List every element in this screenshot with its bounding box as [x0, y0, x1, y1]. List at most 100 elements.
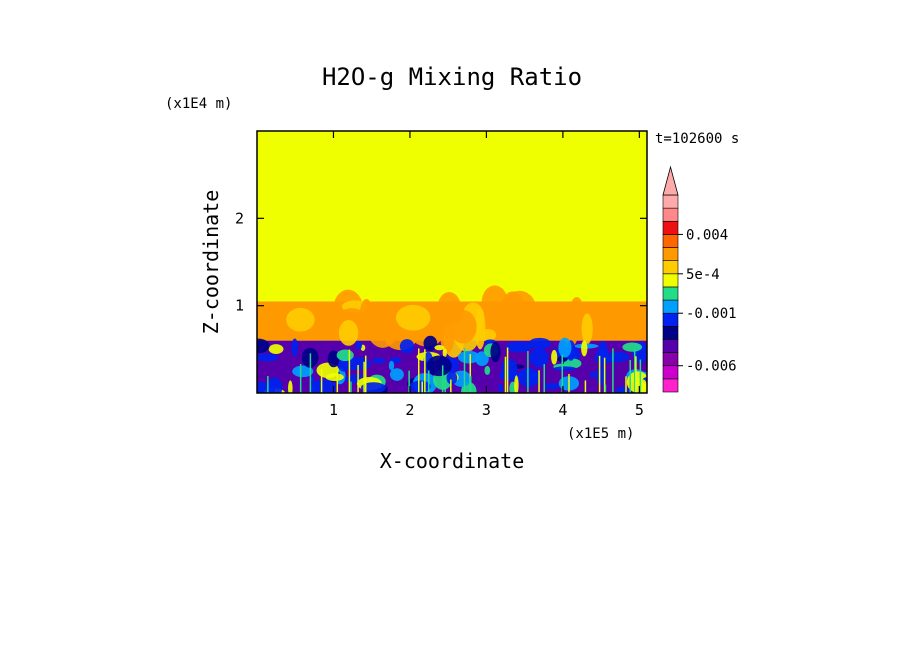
colorbar-tick-label: -0.001: [686, 306, 737, 322]
texture-streak: [417, 348, 420, 393]
colorbar-tick-label: 5e-4: [686, 267, 720, 283]
texture-blob: [291, 338, 299, 357]
texture-streak: [309, 353, 312, 393]
colorbar-segment: [662, 326, 679, 340]
texture-blob: [399, 339, 415, 354]
texture-blob: [558, 337, 572, 358]
plume-blob: [479, 329, 497, 342]
colorbar-segment: [662, 312, 679, 327]
texture-blob: [268, 344, 284, 354]
texture-streak: [633, 349, 636, 393]
texture-blob: [446, 371, 458, 385]
colorbar-segment: [662, 194, 679, 209]
colorbar-segment: [662, 352, 679, 367]
colorbar-segment: [662, 286, 679, 301]
texture-streak: [336, 371, 339, 393]
texture-streak: [598, 355, 601, 393]
texture-blob: [528, 337, 551, 350]
texture-streak: [568, 373, 570, 393]
texture-blob: [372, 357, 386, 364]
plume-blob: [581, 313, 593, 345]
texture-streak: [603, 357, 606, 393]
texture-blob: [498, 383, 504, 393]
texture-blob: [563, 358, 582, 369]
colorbar-segment: [662, 207, 679, 222]
colorbar-segment: [662, 299, 679, 314]
texture-blob: [257, 353, 279, 362]
texture-streak: [629, 359, 631, 393]
texture-streak: [635, 356, 637, 393]
colorbar: 0.004 5e-4 -0.001 -0.006: [662, 165, 737, 393]
plume-blob: [562, 309, 579, 347]
texture-blob: [311, 379, 337, 393]
contour-field: [257, 131, 647, 393]
texture-streak: [357, 364, 359, 393]
x-axis-label: X-coordinate: [380, 449, 525, 473]
colorbar-segment: [662, 220, 679, 235]
texture-streak: [538, 370, 540, 393]
texture-streak: [584, 380, 587, 393]
texture-blob: [423, 335, 438, 352]
texture-streak: [364, 355, 367, 393]
texture-streak: [299, 363, 302, 393]
plot-frame: [256, 130, 648, 394]
x-unit-label: (x1E5 m): [567, 426, 634, 442]
texture-streak: [639, 359, 642, 393]
texture-blob: [639, 379, 647, 393]
y-unit-label: (x1E4 m): [165, 96, 232, 112]
plume-blob: [512, 306, 541, 328]
texture-streak: [463, 348, 466, 393]
texture-blob: [514, 375, 519, 393]
texture-blob: [553, 366, 577, 371]
texture-streak: [506, 347, 509, 393]
colorbar-tick-label: 0.004: [686, 227, 728, 243]
field-layer-2: [257, 131, 647, 302]
texture-blob: [622, 342, 643, 352]
texture-blob: [589, 371, 597, 378]
time-label: t=102600 s: [655, 131, 739, 147]
texture-blob: [529, 372, 534, 380]
texture-streak: [363, 361, 365, 393]
texture-blob: [490, 341, 501, 363]
texture-streak: [408, 370, 410, 393]
colorbar-extend-arrow: [662, 165, 679, 196]
chart-title: H2O-g Mixing Ratio: [322, 63, 582, 91]
y-tick-label: 1: [235, 297, 244, 315]
texture-streak: [612, 348, 614, 393]
texture-streak: [561, 372, 564, 393]
plume-blob: [367, 310, 399, 348]
colorbar-segment: [662, 378, 679, 393]
texture-blob: [529, 348, 549, 368]
texture-streak: [424, 349, 426, 393]
x-tick-label: 3: [482, 401, 491, 419]
texture-streak: [267, 376, 269, 393]
texture-blob: [551, 349, 558, 365]
texture-blob: [336, 349, 354, 362]
texture-blob: [505, 341, 532, 353]
texture-blob: [434, 345, 445, 351]
texture-blob: [426, 355, 452, 377]
x-axis-ticks: 1 2 3 4 5: [329, 131, 644, 419]
texture-blob: [517, 368, 541, 387]
texture-blob: [409, 380, 431, 393]
colorbar-segment: [662, 273, 679, 288]
plume-blob: [481, 285, 508, 319]
texture-blob: [581, 340, 588, 357]
colorbar-segment: [662, 365, 679, 380]
texture-blob: [598, 341, 608, 362]
x-tick-label: 2: [405, 401, 414, 419]
y-axis-label: Z-coordinate: [199, 190, 223, 335]
texture-streak: [527, 351, 529, 393]
texture-streak: [543, 364, 546, 393]
y-tick-label: 2: [235, 209, 244, 227]
texture-streak: [350, 381, 352, 393]
texture-blob: [292, 365, 314, 378]
colorbar-tick-label: -0.006: [686, 359, 737, 375]
texture-streak: [469, 354, 472, 393]
texture-streak: [320, 369, 323, 393]
texture-blob: [605, 351, 630, 363]
plume-blob: [395, 304, 431, 331]
texture-blob: [257, 338, 270, 354]
